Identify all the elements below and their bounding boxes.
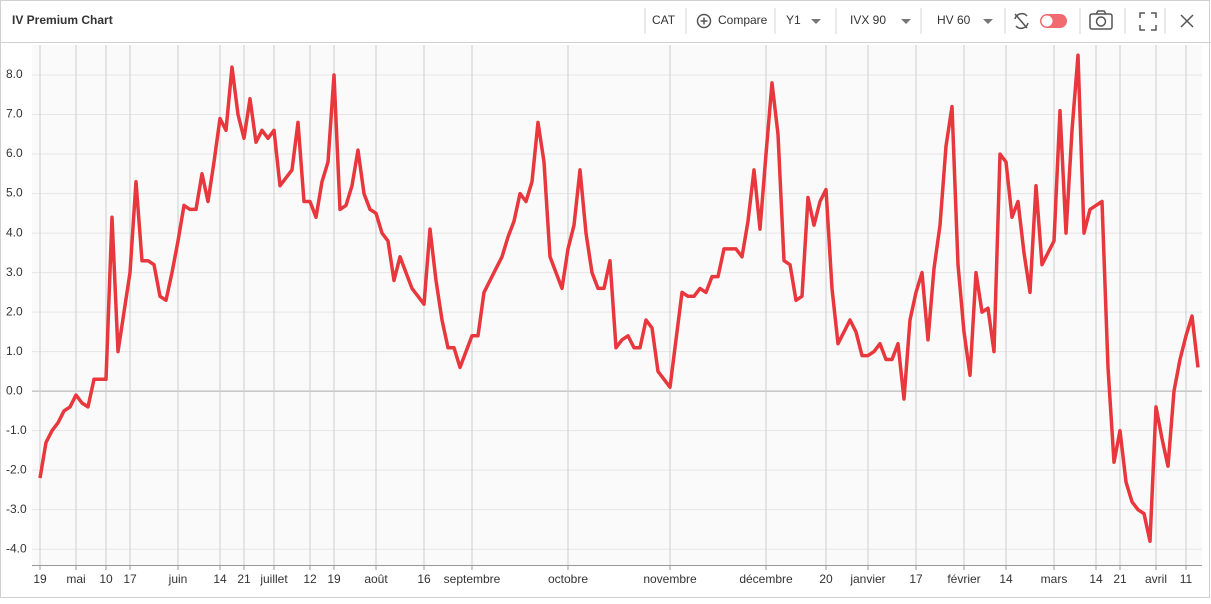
y-tick-label: -4.0 <box>6 541 27 555</box>
x-tick-label: mai <box>66 572 85 586</box>
y-tick-label: 3.0 <box>6 265 23 279</box>
x-tick-label: 17 <box>123 572 137 586</box>
dropdown-caret[interactable] <box>983 19 993 24</box>
y-tick-label: 2.0 <box>6 304 23 318</box>
widget-title: IV Premium Chart <box>12 13 113 27</box>
plot-area <box>32 45 1202 565</box>
close-icon[interactable] <box>1180 14 1194 28</box>
y-tick-label: 1.0 <box>6 344 23 358</box>
fullscreen-icon[interactable] <box>1139 12 1157 31</box>
x-tick-label: octobre <box>548 572 588 586</box>
x-tick-label: avril <box>1145 572 1167 586</box>
x-tick-label: 14 <box>1089 572 1103 586</box>
y-tick-label: -3.0 <box>6 502 27 516</box>
y-tick-label: 7.0 <box>6 107 23 121</box>
x-tick-label: 12 <box>303 572 317 586</box>
x-tick-label: décembre <box>739 572 793 586</box>
x-tick-label: 11 <box>1180 572 1193 586</box>
x-tick-label: novembre <box>643 572 697 586</box>
dropdown-caret[interactable] <box>811 19 821 24</box>
x-tick-label: 14 <box>999 572 1013 586</box>
x-tick-label: septembre <box>444 572 501 586</box>
x-tick-label: août <box>364 572 388 586</box>
toggle[interactable] <box>1040 14 1067 28</box>
x-tick-label: février <box>947 572 980 586</box>
x-tick-label: juin <box>168 572 188 586</box>
x-tick-label: juillet <box>259 572 288 586</box>
compare-icon[interactable] <box>696 13 712 29</box>
dropdown-caret[interactable] <box>901 19 911 24</box>
x-tick-label: 21 <box>237 572 251 586</box>
x-tick-label: 17 <box>909 572 923 586</box>
y-tick-label: 5.0 <box>6 186 23 200</box>
y-tick-label: 8.0 <box>6 67 23 81</box>
iv-premium-line <box>38 53 1200 544</box>
y-tick-label: -1.0 <box>6 423 27 437</box>
x-tick-label: 16 <box>417 572 431 586</box>
toolbar <box>644 8 1166 34</box>
sync-icon[interactable] <box>1014 12 1029 30</box>
y-tick-label: 0.0 <box>6 383 23 397</box>
y-tick-label: -2.0 <box>6 462 27 476</box>
x-tick-label: janvier <box>849 572 885 586</box>
axis-select[interactable]: Y1 <box>786 13 801 27</box>
compare-button[interactable]: Compare <box>718 13 768 27</box>
x-tick-label: 20 <box>819 572 833 586</box>
ticker-button[interactable]: CAT <box>652 13 676 27</box>
camera-icon[interactable] <box>1089 10 1113 30</box>
x-tick-label: mars <box>1041 572 1068 586</box>
y-tick-label: 4.0 <box>6 225 23 239</box>
x-tick-label: 19 <box>33 572 47 586</box>
x-tick-label: 19 <box>327 572 341 586</box>
hv-select[interactable]: HV 60 <box>937 13 971 27</box>
x-tick-label: 14 <box>213 572 227 586</box>
x-tick-label: 10 <box>99 572 113 586</box>
iv-select[interactable]: IVX 90 <box>850 13 886 27</box>
y-tick-label: 6.0 <box>6 146 23 160</box>
x-tick-label: 21 <box>1113 572 1127 586</box>
